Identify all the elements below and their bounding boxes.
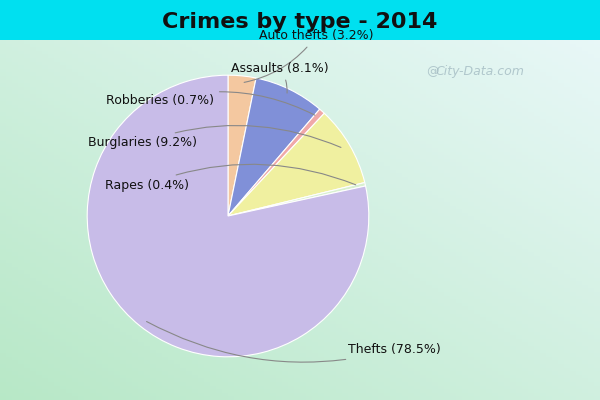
Wedge shape: [228, 75, 256, 216]
Wedge shape: [87, 75, 369, 357]
Text: Robberies (0.7%): Robberies (0.7%): [106, 92, 315, 115]
Text: City-Data.com: City-Data.com: [436, 66, 524, 78]
Text: Burglaries (9.2%): Burglaries (9.2%): [88, 126, 341, 149]
Text: Rapes (0.4%): Rapes (0.4%): [104, 164, 356, 192]
Wedge shape: [228, 182, 365, 216]
Text: Crimes by type - 2014: Crimes by type - 2014: [163, 12, 437, 32]
Text: Assaults (8.1%): Assaults (8.1%): [231, 62, 328, 93]
Wedge shape: [228, 109, 325, 216]
Text: Auto thefts (3.2%): Auto thefts (3.2%): [244, 29, 373, 82]
Wedge shape: [228, 113, 365, 216]
Text: @: @: [426, 66, 438, 78]
Wedge shape: [228, 78, 320, 216]
Text: Thefts (78.5%): Thefts (78.5%): [146, 322, 440, 362]
